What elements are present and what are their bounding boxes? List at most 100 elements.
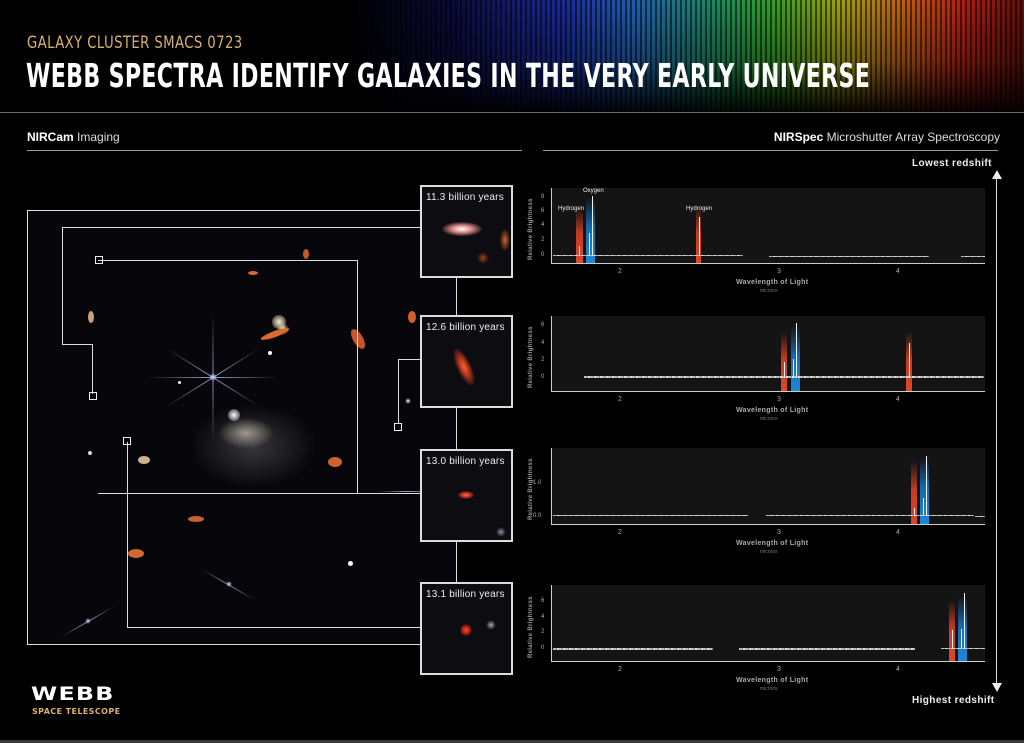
x-axis-unit: microns [760,686,778,692]
oxygen-line-label: Oxygen [583,188,604,194]
x-tick: 4 [896,666,900,673]
y-axis [551,188,552,264]
x-tick: 2 [618,396,622,403]
emission-peak [909,343,910,378]
x-axis-label: Wavelength of Light [736,279,809,286]
arrow-up-icon [992,170,1002,179]
connector-line-3 [98,260,358,494]
spectrum-chart-1: Relative Brightness Hydrogen Oxygen Hydr… [524,180,994,315]
connector-line-3b [358,493,420,494]
plot-area: Hydrogen Oxygen Hydrogen [551,188,985,264]
star [268,351,272,355]
x-tick: 2 [618,268,622,275]
spectrum-trace [739,648,915,650]
star [178,381,181,384]
x-tick: 3 [777,396,781,403]
x-tick: 4 [896,268,900,275]
plot-area [551,448,985,525]
y-axis [551,448,552,525]
galaxy-inset-1: 11.3 billion years [420,185,513,278]
emission-peak [793,359,794,378]
x-tick: 3 [777,268,781,275]
y-axis-label: Relative Brightness [528,326,534,388]
spectrum-trace [769,256,929,257]
redshift-axis-line [996,176,997,686]
emission-peak [923,498,924,516]
connector-line-1 [62,227,420,345]
galaxy [228,409,240,421]
nircam-divider [27,150,522,151]
emission-peak [952,630,953,649]
inset-age-label: 13.1 billion years [426,589,505,600]
y-tick: 0 [541,374,545,380]
x-tick: 4 [896,396,900,403]
spectrum-chart-2: Relative Brightness 6 4 2 0 2 3 4 Wavele… [524,310,994,445]
spectrum-trace [961,256,985,257]
webb-logo-subtitle: SPACE TELESCOPE [32,707,121,716]
target-marker-4 [123,437,131,445]
galaxy [138,456,150,464]
spectrum-chart-3: Relative Brightness 1.0 0.0 2 3 4 Wavele… [524,442,994,577]
y-tick: 2 [541,629,545,635]
deep-field-image [27,210,457,645]
emission-peak [589,233,590,256]
galaxy-inset-2: 12.6 billion years [420,315,513,408]
spectrum-trace [975,516,985,517]
galaxy-blob [442,222,482,236]
galaxy [188,516,204,522]
emission-peak [699,217,700,256]
x-axis-label: Wavelength of Light [736,407,809,414]
plot-area [551,585,985,662]
x-tick: 3 [777,666,781,673]
y-axis-label: Relative Brightness [528,458,534,520]
nircam-section-label: NIRCam Imaging [27,130,120,144]
x-axis-unit: microns [760,288,778,294]
galaxy [128,549,144,558]
connector-line-4 [127,442,420,628]
hydrogen-band [911,461,917,525]
x-tick: 2 [618,529,622,536]
hydrogen-band [696,206,701,264]
x-tick: 4 [896,529,900,536]
spectrum-trace [553,648,713,650]
x-tick: 2 [618,666,622,673]
emission-peak [961,629,962,649]
header-banner: GALAXY CLUSTER SMACS 0723 WEBB SPECTRA I… [0,0,1024,112]
subtitle: GALAXY CLUSTER SMACS 0723 [27,33,243,53]
galaxy [328,457,342,467]
x-axis [551,263,985,264]
x-axis-unit: microns [760,416,778,422]
hydrogen-line-label: Hydrogen [558,206,585,212]
spectrum-trace [553,255,743,256]
galaxy-blob [458,491,474,499]
inset-age-label: 12.6 billion years [426,322,505,333]
spectrum-trace [941,648,985,649]
x-axis-unit: microns [760,549,778,555]
spectrum-trace [766,515,974,516]
nirspec-label-rest: Microshutter Array Spectroscopy [823,130,1000,144]
y-tick: 6 [541,208,545,214]
nirspec-divider [543,150,998,151]
oxygen-band [920,457,929,525]
header-divider [0,112,1024,113]
y-tick: 4 [541,614,545,620]
galaxy-blob [449,345,479,389]
emission-peak [796,323,797,378]
spectrum-chart-4: Relative Brightness 6 4 2 0 2 3 4 Wavele… [524,580,994,715]
galaxy-inset-4: 13.1 billion years [420,582,513,675]
emission-peak [964,593,965,649]
star [348,561,353,566]
inset-age-label: 11.3 billion years [426,192,504,203]
x-axis-label: Wavelength of Light [736,540,809,547]
x-axis [551,391,985,392]
emission-peak [914,508,915,516]
galaxy [408,311,416,323]
footer-bar [0,740,1024,743]
y-tick: 2 [541,357,545,363]
y-tick: 8 [541,194,545,200]
arrow-down-icon [992,683,1002,692]
oxygen-band [791,326,800,392]
y-tick: 0 [541,645,545,651]
y-tick: 4 [541,340,545,346]
star [88,451,92,455]
